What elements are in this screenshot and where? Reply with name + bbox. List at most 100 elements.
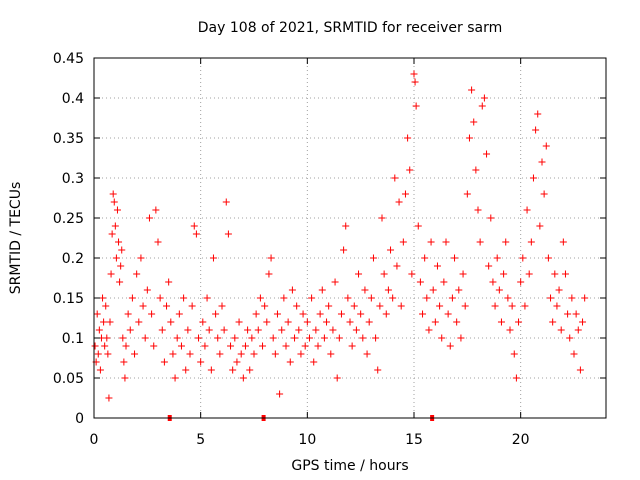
data-point <box>393 262 401 270</box>
y-tick-label: 0.35 <box>53 131 84 147</box>
data-point <box>312 326 320 334</box>
data-point <box>346 318 354 326</box>
data-point <box>340 246 348 254</box>
data-point <box>156 294 164 302</box>
data-point <box>135 318 143 326</box>
data-point <box>446 342 454 350</box>
data-point <box>137 254 145 262</box>
data-point <box>103 334 111 342</box>
data-point <box>265 270 273 278</box>
data-point <box>451 254 459 262</box>
data-point <box>133 270 141 278</box>
data-point <box>487 214 495 222</box>
data-point <box>372 334 380 342</box>
data-point <box>104 350 112 358</box>
data-point <box>547 294 555 302</box>
data-point <box>500 270 508 278</box>
data-point <box>387 246 395 254</box>
data-point <box>95 326 103 334</box>
data-point <box>566 334 574 342</box>
data-point <box>121 374 129 382</box>
data-point <box>457 334 465 342</box>
data-point <box>453 318 461 326</box>
data-point <box>320 334 328 342</box>
data-point <box>576 366 584 374</box>
data-point <box>91 342 99 350</box>
data-point <box>412 102 420 110</box>
data-point <box>128 294 136 302</box>
data-point <box>521 302 529 310</box>
data-point <box>485 262 493 270</box>
data-point <box>112 254 120 262</box>
x-tick-label: 0 <box>90 432 99 448</box>
data-point <box>440 278 448 286</box>
data-point <box>361 286 369 294</box>
data-point <box>276 390 284 398</box>
data-point <box>411 78 419 86</box>
data-point <box>367 294 375 302</box>
data-point <box>401 190 409 198</box>
data-point <box>483 150 491 158</box>
y-tick-label: 0.1 <box>62 331 84 347</box>
data-point <box>352 326 360 334</box>
data-point <box>212 310 220 318</box>
data-point <box>540 190 548 198</box>
data-point <box>551 270 559 278</box>
data-point <box>124 310 132 318</box>
data-point <box>344 294 352 302</box>
x-tick-labels: 0 5 10 15 20 <box>90 432 530 448</box>
data-point <box>229 366 237 374</box>
data-point <box>195 334 203 342</box>
data-point <box>111 222 119 230</box>
data-point <box>335 334 343 342</box>
data-point <box>99 294 107 302</box>
y-tick-label: 0.05 <box>53 371 84 387</box>
data-point <box>197 358 205 366</box>
data-point <box>561 270 569 278</box>
data-point <box>248 334 256 342</box>
data-point <box>532 126 540 134</box>
data-point <box>110 198 118 206</box>
data-point <box>510 350 518 358</box>
data-point <box>414 222 422 230</box>
data-point <box>406 166 414 174</box>
data-point <box>235 318 243 326</box>
data-point <box>323 318 331 326</box>
data-point <box>397 302 405 310</box>
data-point <box>442 238 450 246</box>
data-point <box>369 254 377 262</box>
data-point <box>433 262 441 270</box>
data-point <box>231 334 239 342</box>
data-point <box>504 294 512 302</box>
grid <box>94 58 606 418</box>
data-point <box>436 302 444 310</box>
data-point <box>508 302 516 310</box>
data-point <box>280 294 288 302</box>
data-point <box>374 366 382 374</box>
data-point <box>220 326 228 334</box>
data-point <box>207 366 215 374</box>
x-tick-label: 5 <box>196 432 205 448</box>
data-point <box>525 270 533 278</box>
data-point <box>337 310 345 318</box>
data-point <box>357 310 365 318</box>
data-point <box>101 342 109 350</box>
data-point <box>186 350 194 358</box>
data-point <box>495 286 503 294</box>
data-point <box>113 206 121 214</box>
y-tick-label: 0.45 <box>53 51 84 67</box>
data-point <box>167 318 175 326</box>
x-axis-title: GPS time / hours <box>291 458 408 474</box>
data-point <box>252 310 260 318</box>
data-point <box>182 366 190 374</box>
data-point <box>119 334 127 342</box>
data-point <box>427 238 435 246</box>
data-point <box>491 302 499 310</box>
data-point <box>544 254 552 262</box>
data-point <box>318 286 326 294</box>
data-point <box>410 70 418 78</box>
data-point <box>293 302 301 310</box>
data-point <box>308 294 316 302</box>
data-point <box>218 302 226 310</box>
data-point <box>205 326 213 334</box>
